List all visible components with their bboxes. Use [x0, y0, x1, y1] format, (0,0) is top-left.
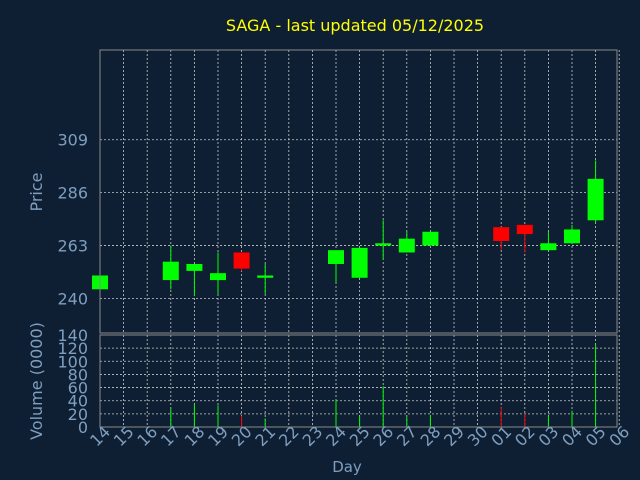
- volume-panel-frame: [99, 334, 618, 428]
- candle-02: [516, 224, 533, 253]
- candle-body: [233, 252, 250, 269]
- volume-y-tick-label: 140: [57, 326, 88, 345]
- price-y-tick-label: 240: [57, 289, 88, 308]
- x-tick-labels: 1415161718192021222324252627282930010203…: [86, 422, 633, 450]
- candle-18: [186, 263, 203, 297]
- candle-body: [328, 250, 344, 264]
- candle-03: [540, 231, 557, 251]
- candle-body: [210, 273, 226, 281]
- candle-body: [422, 231, 439, 246]
- price-y-tick-label: 263: [57, 237, 88, 256]
- price-y-tick-label: 309: [57, 131, 88, 150]
- volume-y-tick-label: 40: [68, 392, 88, 411]
- candle-body: [493, 227, 510, 241]
- candle-body: [162, 261, 179, 281]
- candle-27: [398, 231, 415, 253]
- price-y-tick-labels: 240 263 286 309: [57, 131, 88, 309]
- candle-body: [540, 243, 557, 251]
- candle-17: [162, 245, 179, 290]
- price-axis-label: Price: [27, 172, 46, 211]
- volume-y-tick-label: 120: [57, 339, 88, 358]
- candle-body: [398, 238, 415, 253]
- candle-05: [587, 160, 604, 223]
- price-panel-frame: [99, 49, 618, 334]
- candle-19: [210, 252, 226, 294]
- volume-grid: [100, 335, 620, 427]
- x-axis-label: Day: [332, 458, 362, 476]
- candle-25: [351, 247, 368, 278]
- volume-y-tick-label: 20: [68, 405, 88, 424]
- candle-21: [257, 263, 274, 294]
- volume-y-tick-label: 0: [78, 418, 88, 437]
- volume-bars: [170, 344, 597, 427]
- x-tick-label: 06: [605, 422, 633, 450]
- price-grid: [100, 50, 620, 333]
- price-panel: 240 263 286 309: [57, 49, 620, 334]
- candle-body: [186, 263, 203, 271]
- price-y-tick-label: 286: [57, 184, 88, 203]
- candle-04: [564, 224, 580, 244]
- volume-y-tick-label: 60: [68, 379, 88, 398]
- candle-01: [493, 227, 510, 251]
- candle-body: [375, 243, 392, 246]
- candles: [92, 160, 604, 297]
- volume-y-tick-label: 100: [57, 352, 88, 371]
- candle-26: [375, 220, 392, 260]
- candle-body: [257, 275, 274, 278]
- chart-title: SAGA - last updated 05/12/2025: [226, 16, 484, 35]
- candle-body: [351, 247, 368, 278]
- candle-24: [328, 250, 344, 283]
- candle-body: [587, 178, 604, 221]
- volume-y-tick-label: 80: [68, 365, 88, 384]
- candle-28: [422, 231, 439, 246]
- candle-body: [516, 224, 533, 235]
- volume-axis-label: Volume (0000): [27, 322, 46, 440]
- candle-20: [233, 252, 250, 271]
- candle-body: [564, 229, 580, 244]
